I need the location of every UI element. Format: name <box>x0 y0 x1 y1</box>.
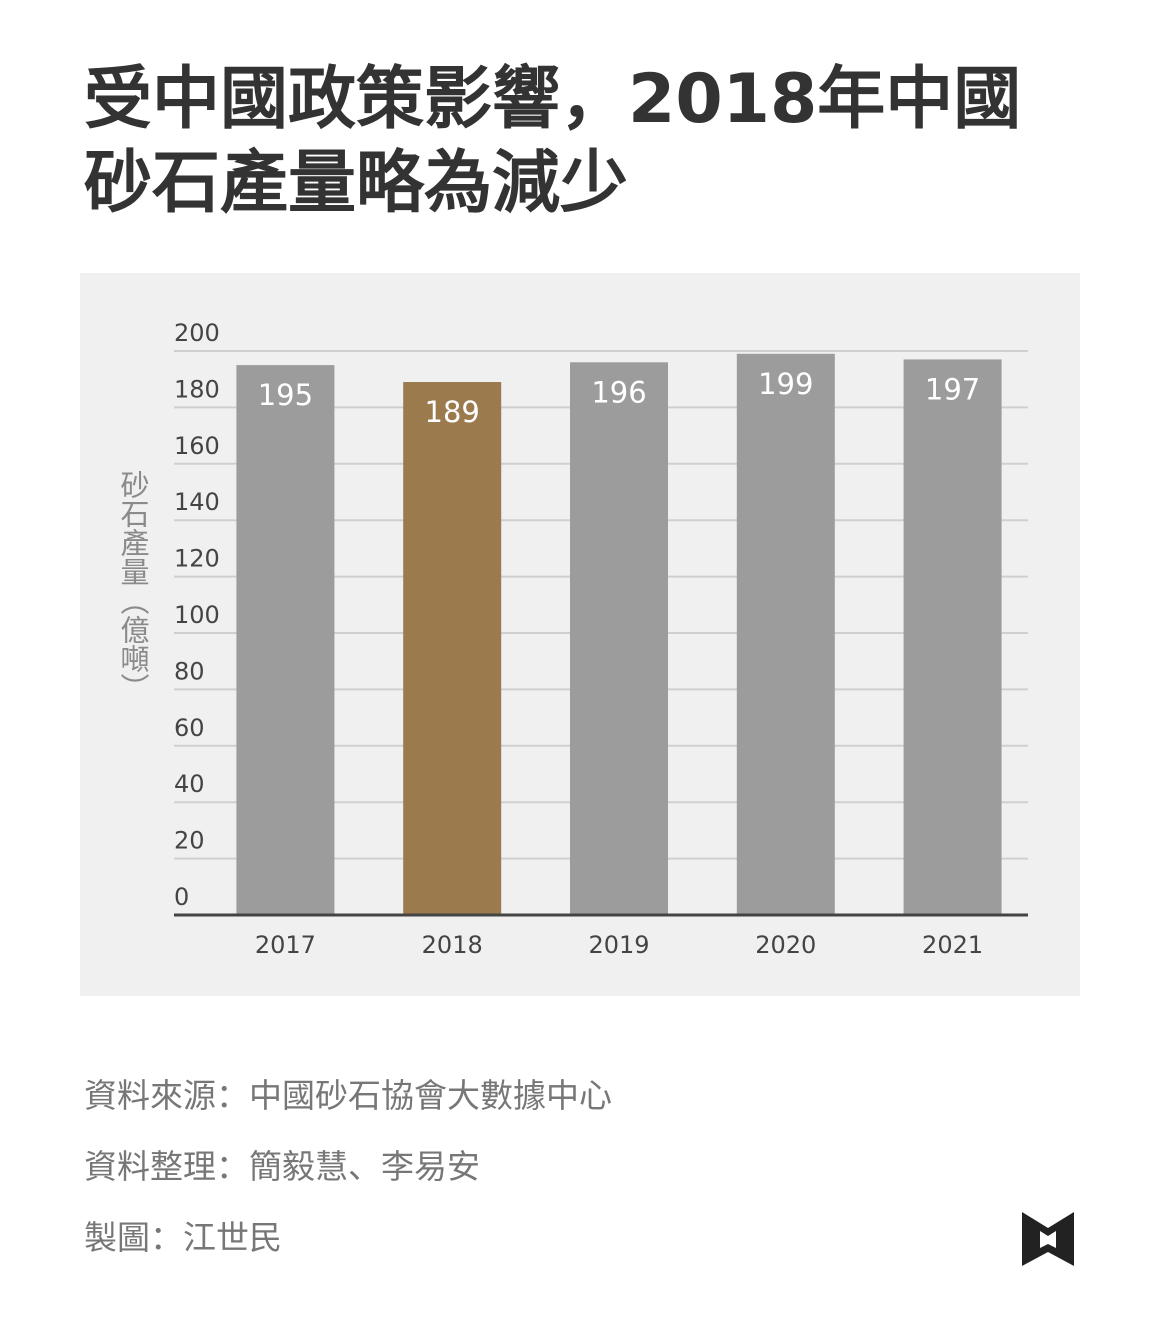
x-tick-label: 2017 <box>255 931 316 959</box>
x-tick-label: 2021 <box>922 931 983 959</box>
x-tick-label: 2019 <box>588 931 649 959</box>
bar-value-label: 197 <box>925 372 980 406</box>
x-tick-label: 2020 <box>755 931 816 959</box>
y-axis-label: 砂石產量（億噸） <box>116 470 150 702</box>
compiled-by-note: 資料整理：簡毅慧、李易安 <box>84 1147 480 1186</box>
source-note: 資料來源：中國砂石協會大數據中心 <box>84 1076 612 1115</box>
publisher-logo-icon <box>1022 1212 1074 1266</box>
x-tick-label: 2018 <box>422 931 483 959</box>
design-credit: 製圖：江世民 <box>84 1218 282 1257</box>
bar-chart: 0 20 40 60 80 100 120 140 160 180 200 195 2017 189 201… <box>174 319 1028 959</box>
chart-panel: 0 20 40 60 80 100 120 140 160 180 200 195 2017 189 201… <box>80 273 1080 996</box>
y-tick-label: 0 <box>174 883 189 911</box>
y-tick-label: 160 <box>174 432 220 460</box>
y-tick-label: 20 <box>174 827 205 855</box>
bar-2020 <box>736 353 835 915</box>
y-tick-label: 40 <box>174 770 205 798</box>
y-tick-label: 100 <box>174 601 220 629</box>
bar-2018 <box>403 382 502 915</box>
bar-value-label: 189 <box>425 395 480 429</box>
y-tick-label: 60 <box>174 714 205 742</box>
y-tick-label: 120 <box>174 545 220 573</box>
y-tick-label: 180 <box>174 375 220 403</box>
bar-2019 <box>570 362 668 915</box>
bar-value-label: 196 <box>591 375 646 409</box>
y-tick-label: 200 <box>174 319 220 347</box>
chart-title: 受中國政策影響，2018年中國砂石產量略為減少 <box>84 60 1022 223</box>
y-tick-label: 80 <box>174 657 205 685</box>
bar-2017 <box>236 365 335 916</box>
bar-2021 <box>903 359 1002 916</box>
bar-value-label: 199 <box>758 367 813 401</box>
y-tick-label: 140 <box>174 488 220 516</box>
bar-value-label: 195 <box>258 378 313 412</box>
